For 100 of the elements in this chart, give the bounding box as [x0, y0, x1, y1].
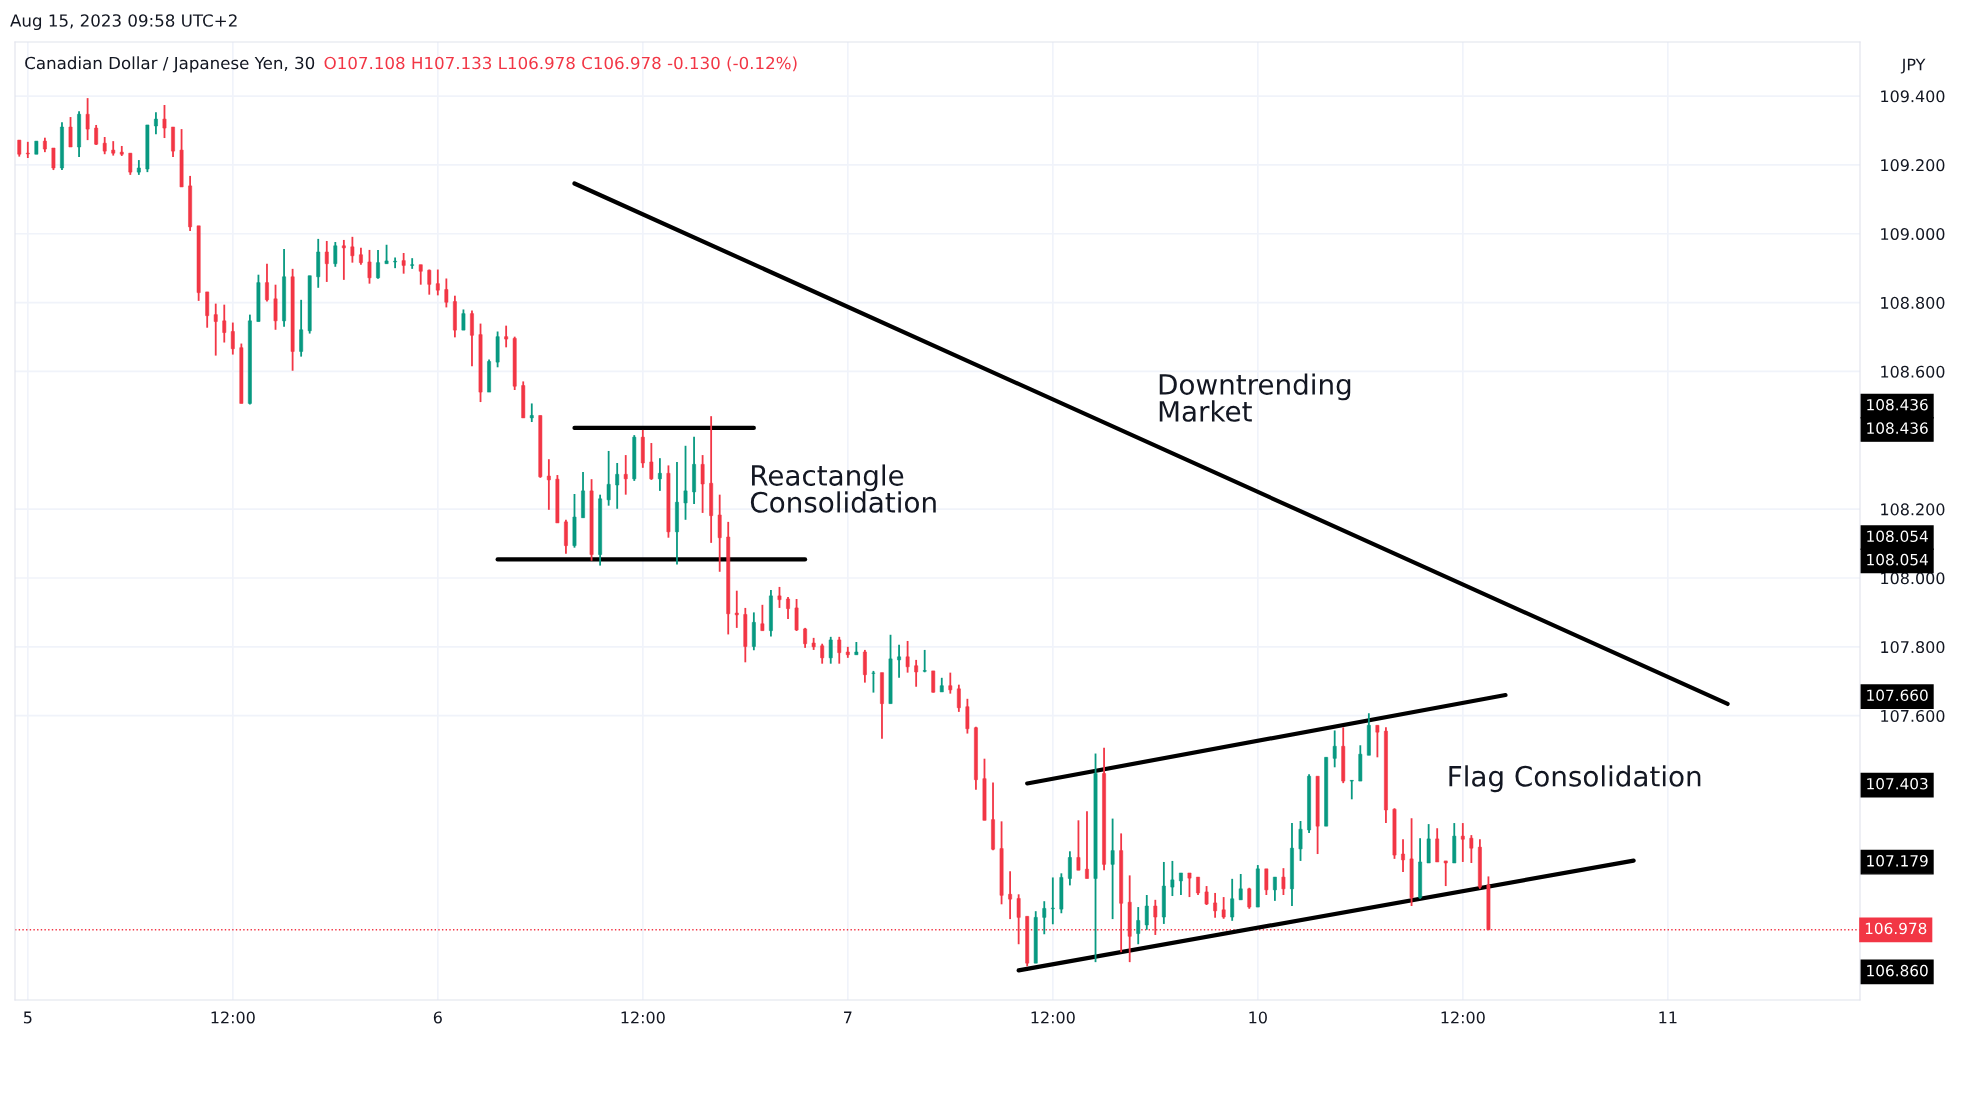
candlestick: [905, 640, 910, 674]
x-tick-label: 12:00: [1031, 1011, 1075, 1024]
candlestick: [897, 643, 901, 679]
candlestick: [162, 104, 167, 139]
candlestick: [965, 697, 970, 735]
y-tick-label: 107.600: [1881, 709, 1945, 722]
candlestick: [1067, 850, 1072, 887]
candlestick: [504, 324, 509, 349]
candlestick: [427, 268, 432, 296]
candlestick: [914, 658, 919, 688]
x-tick-label: 7: [844, 1011, 852, 1024]
candlestick: [717, 493, 722, 573]
candlestick: [128, 152, 133, 176]
candlestick: [1008, 870, 1013, 921]
candlestick: [777, 586, 782, 609]
candlestick: [786, 595, 790, 620]
annotation: Reactangle Consolidation: [750, 464, 936, 513]
candlestick: [931, 670, 936, 694]
candlestick: [700, 454, 705, 514]
candlestick: [324, 240, 329, 283]
candlestick: [213, 302, 218, 357]
candlestick: [1221, 896, 1226, 920]
y2-tick-label: 107.403: [1867, 777, 1928, 790]
candlestick: [341, 239, 346, 281]
y-tick-label: 109.000: [1881, 227, 1945, 241]
candlestick: [1469, 834, 1474, 864]
candlestick: [222, 303, 227, 344]
candlestick: [606, 450, 611, 507]
candlestick: [367, 249, 372, 285]
candlestick: [734, 589, 739, 629]
candlestick: [760, 603, 765, 632]
candlestick: [410, 257, 415, 270]
candlestick: [1281, 867, 1286, 896]
candlestick: [1375, 724, 1380, 759]
x-tick-label: 12:00: [211, 1011, 255, 1024]
candlestick: [1401, 838, 1405, 873]
candlestick: [350, 235, 355, 264]
candlestick: [1332, 729, 1337, 769]
candlestick: [1460, 822, 1465, 863]
x-tick-label: 6: [433, 1011, 442, 1024]
candlestick: [1076, 819, 1081, 872]
y3-tick-label: 108.054: [1867, 530, 1928, 542]
candlestick: [444, 277, 449, 309]
candlestick: [1050, 876, 1055, 926]
candlestick: [1213, 892, 1218, 919]
annotation: Downtrending Market: [1159, 373, 1351, 422]
x-tick-label: 10: [1249, 1011, 1267, 1024]
candlestick: [273, 283, 278, 331]
candlestick: [871, 670, 876, 694]
y2-tick-label: 106.860: [1867, 964, 1928, 977]
candlestick: [435, 268, 440, 297]
text: JPY: [1900, 58, 1926, 74]
candlestick: [393, 256, 398, 270]
candlestick: [68, 116, 73, 148]
y3-tick-label: 108.436: [1867, 398, 1928, 411]
candlestick: [683, 444, 688, 521]
y2-tick-label: 107.660: [1867, 689, 1928, 702]
y-tick-label: 108.600: [1881, 365, 1945, 378]
x-tick-label: 11: [1659, 1011, 1677, 1024]
candlestick: [1204, 885, 1209, 906]
candlestick: [649, 442, 654, 481]
candlestick: [1110, 817, 1115, 921]
candlestick: [85, 97, 90, 142]
candlestick: [1042, 900, 1047, 936]
y2-tick-label: 108.054: [1867, 553, 1928, 566]
y-tick-label: 108.200: [1881, 503, 1945, 516]
y-tick-label: 107.800: [1881, 641, 1945, 654]
candlestick: [230, 321, 235, 356]
candlestick: [820, 642, 825, 665]
y2-tick-label: 107.179: [1867, 855, 1928, 867]
candlestick: [794, 598, 799, 632]
candlestick: [1298, 820, 1303, 862]
candlestick: [299, 298, 304, 358]
x-tick-label: 12:00: [621, 1011, 665, 1024]
x-tick-label: 12:00: [1441, 1011, 1485, 1024]
candlestick: [1187, 872, 1192, 898]
candlestick: [615, 462, 620, 510]
candlestick: [1272, 876, 1277, 902]
candlestick: [948, 671, 953, 695]
candlestick: [657, 457, 662, 492]
candlestick: [265, 262, 269, 303]
y-tick-label: 108.000: [1881, 572, 1945, 585]
candlestick: [418, 263, 423, 286]
x-tick-label: 5: [23, 1011, 32, 1024]
candlestick: [333, 241, 338, 268]
candlestick: [401, 252, 406, 275]
text: O107.108 H107.133 L106.978 C106.978 -0.130 (-0.12%): [324, 56, 797, 72]
text: Aug 15, 2023 09:58 UTC+2: [10, 14, 237, 31]
y2-tick-label: 108.436: [1867, 422, 1928, 434]
candlestick: [1179, 872, 1183, 896]
candlestick: [1136, 906, 1141, 946]
candlestick: [1435, 827, 1440, 863]
candlestick: [25, 140, 30, 159]
candlestick: [1144, 894, 1149, 931]
candlestick: [384, 243, 389, 265]
y-tick-label: 108.800: [1881, 296, 1945, 309]
candlestick: [546, 458, 551, 511]
y-tick-label: 109.400: [1881, 90, 1945, 103]
candlestick: [51, 147, 56, 171]
text: Canadian Dollar / Japanese Yen, 30: [25, 56, 315, 73]
